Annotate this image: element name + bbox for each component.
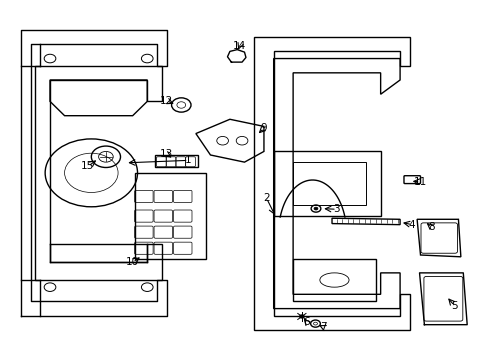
Text: 8: 8 (427, 222, 434, 232)
Text: 2: 2 (263, 193, 269, 203)
Text: 3: 3 (333, 204, 340, 214)
Text: 14: 14 (233, 41, 246, 51)
Text: 12: 12 (160, 96, 173, 106)
Text: 13: 13 (160, 149, 173, 159)
Circle shape (298, 314, 304, 319)
Text: 7: 7 (319, 322, 326, 332)
Text: 15: 15 (81, 161, 94, 171)
Text: 11: 11 (413, 177, 426, 187)
Text: 1: 1 (185, 156, 191, 165)
Circle shape (313, 207, 317, 210)
Text: 5: 5 (450, 301, 457, 311)
Text: 6: 6 (303, 317, 309, 327)
Text: 9: 9 (260, 123, 267, 133)
Text: 10: 10 (126, 257, 139, 267)
Text: 4: 4 (408, 220, 415, 230)
